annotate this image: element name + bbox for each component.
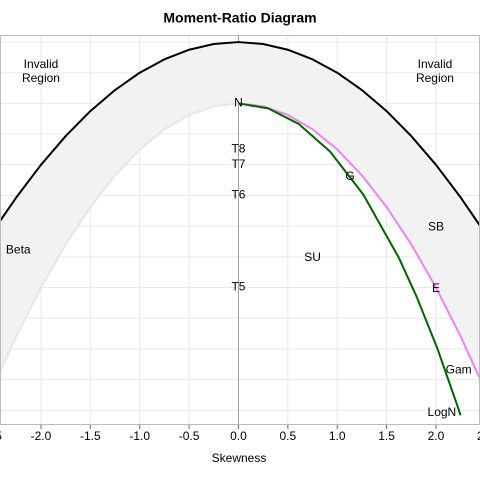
annotation: Gam <box>446 363 472 377</box>
curve <box>0 102 239 374</box>
curve <box>0 41 480 227</box>
x-tick-label: -0.5 <box>179 429 200 443</box>
annotation-line: Region <box>22 71 60 85</box>
annotation: LogN <box>428 405 457 419</box>
curve <box>238 102 462 416</box>
x-tick-label: 0.0 <box>230 429 247 443</box>
annotation: T6 <box>231 188 245 202</box>
x-tick-label: 1.0 <box>329 429 346 443</box>
annotation: Beta <box>6 242 31 256</box>
annotation: T8 <box>231 142 245 156</box>
x-tick-label: -1.0 <box>129 429 150 443</box>
annotation: Invalid Region <box>416 57 454 85</box>
annotation-line: Invalid <box>24 57 59 71</box>
x-axis-label: Skewness <box>212 451 267 465</box>
annotation: SU <box>304 250 321 264</box>
annotation-line: Region <box>416 71 454 85</box>
x-tick-label: 0.5 <box>279 429 296 443</box>
curve <box>238 102 480 381</box>
annotation: SB <box>428 219 444 233</box>
annotation: Invalid Region <box>22 57 60 85</box>
annotation-line: Invalid <box>418 57 453 71</box>
annotation: N <box>234 96 243 110</box>
beta-region <box>0 42 480 379</box>
x-tick-label: 2.5 <box>477 429 480 443</box>
x-tick-label: 2.0 <box>428 429 445 443</box>
x-tick-label: -1.5 <box>80 429 101 443</box>
annotation: T7 <box>231 157 245 171</box>
chart-title: Moment-Ratio Diagram <box>163 10 316 26</box>
x-tick-label: 1.5 <box>378 429 395 443</box>
annotation: G <box>345 169 354 183</box>
x-tick-label: -2.5 <box>0 429 2 443</box>
x-tick-label: -2.0 <box>31 429 52 443</box>
annotation: E <box>432 281 440 295</box>
annotation: T5 <box>231 280 245 294</box>
